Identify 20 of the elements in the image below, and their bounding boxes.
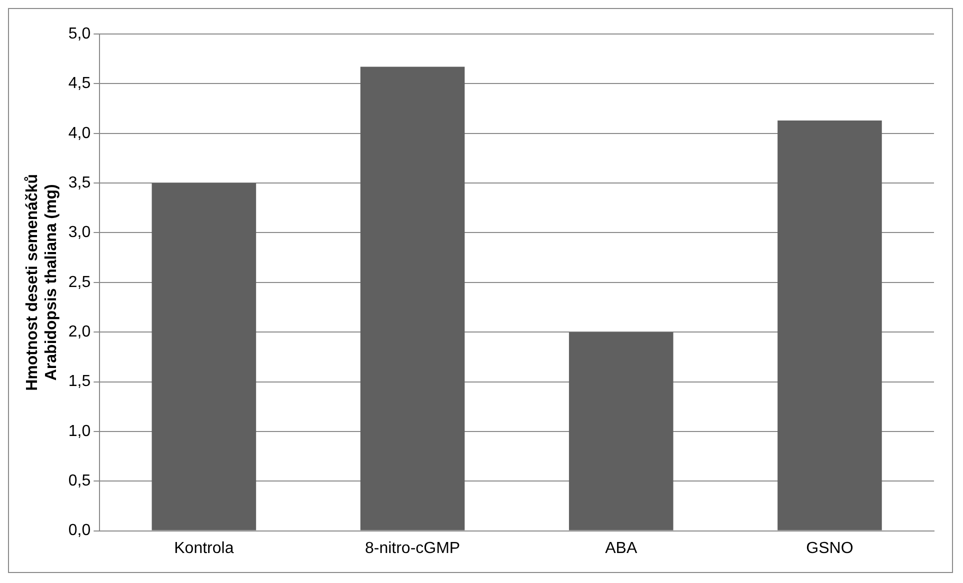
y-tick-label: 3,5 <box>68 174 91 192</box>
bar <box>152 183 256 530</box>
y-tick-label: 0,0 <box>68 522 91 540</box>
x-tick-label: Kontrola <box>174 540 234 557</box>
bar <box>568 332 674 530</box>
x-tick-label: 8-nitro-cGMP <box>364 540 460 557</box>
y-tick-label: 3,0 <box>68 224 91 242</box>
y-tick-label: 5,0 <box>68 25 91 42</box>
y-axis-title: Hmotnost deseti semenáčků Arabidopsis thaliana (mg) <box>24 174 60 391</box>
y-tick-label: 4,5 <box>68 75 91 92</box>
y-tick-label: 4,0 <box>68 124 91 142</box>
y-tick-label: 1,0 <box>68 422 91 440</box>
y-tick-label: 0,5 <box>68 472 91 490</box>
y-tick-label: 1,5 <box>68 373 91 390</box>
x-tick-label: GSNO <box>806 540 854 557</box>
x-tick-label: ABA <box>605 540 638 557</box>
y-tick-label: 2,5 <box>68 274 91 291</box>
bar <box>778 120 882 530</box>
y-tick-label: 2,0 <box>68 323 91 340</box>
bar <box>360 66 465 530</box>
